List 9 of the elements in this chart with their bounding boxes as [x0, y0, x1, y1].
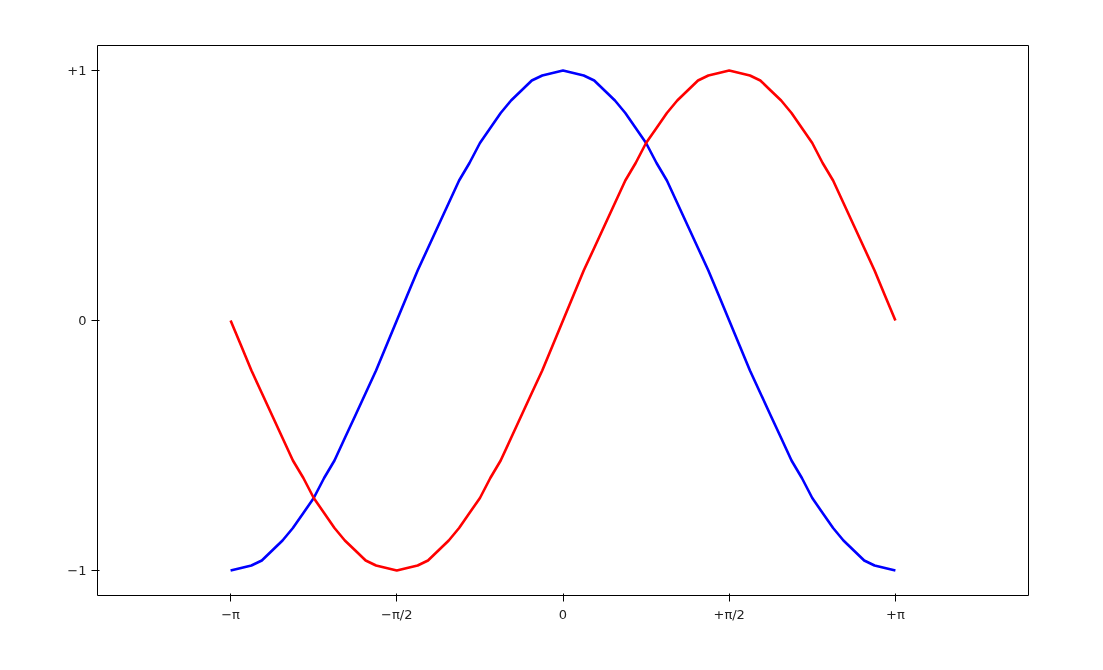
- y-tick-label: 0: [78, 313, 87, 328]
- x-tick-label: 0: [558, 606, 568, 622]
- x-tick-label: +π: [886, 606, 905, 622]
- x-tick-label: +π/2: [713, 606, 745, 622]
- x-tick-label: −π/2: [381, 606, 413, 622]
- y-tick-label: +1: [67, 63, 87, 78]
- y-tick-label: −1: [67, 563, 87, 578]
- line-series: [229, 69, 897, 572]
- x-tick-label: −π: [221, 606, 241, 622]
